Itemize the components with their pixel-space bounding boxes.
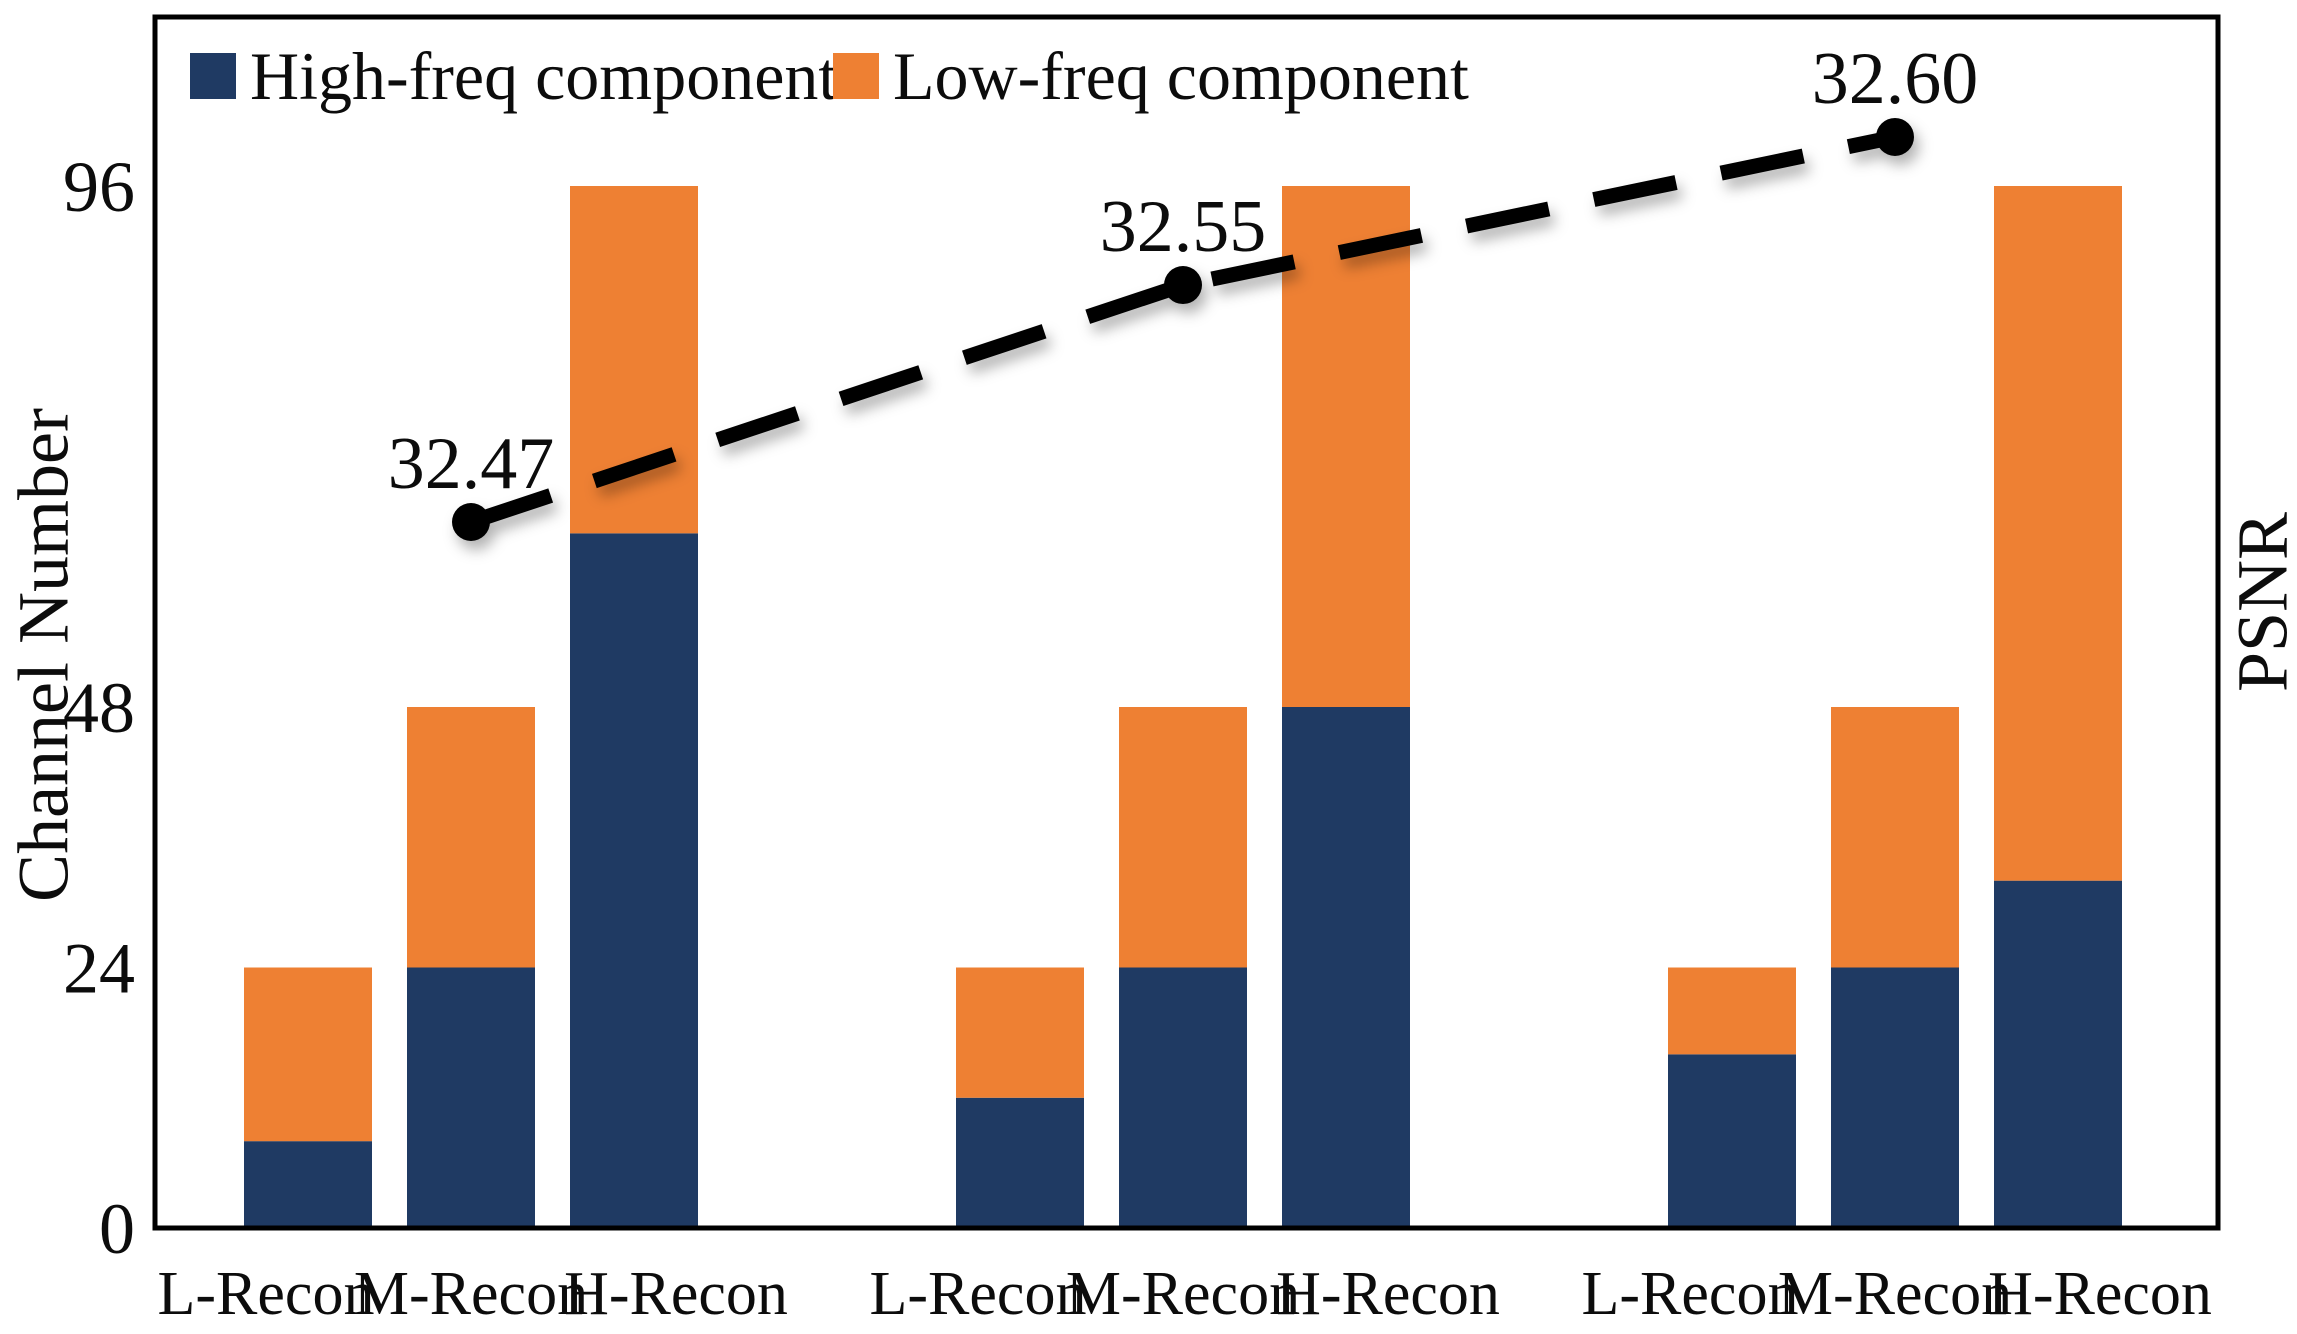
bar-segment-high-freq (1994, 880, 2122, 1228)
labels-layer: 32.4732.5532.600244896L-ReconM-ReconH-Re… (63, 38, 2212, 1328)
x-tick-label: L-Recon (1582, 1260, 1799, 1328)
legend-item-high-freq: High-freq component (190, 38, 838, 114)
bar-segment-high-freq (407, 967, 535, 1228)
psnr-point-marker (452, 503, 490, 541)
y-tick-label: 96 (63, 147, 135, 227)
psnr-value-label: 32.47 (388, 423, 555, 505)
bar-segment-low-freq (1831, 707, 1959, 968)
legend-label-low-freq: Low-freq component (893, 38, 1469, 114)
bar-segment-low-freq (1668, 967, 1796, 1055)
plot-frame (152, 14, 2221, 1231)
bar-segment-high-freq (956, 1097, 1084, 1228)
bar-segment-low-freq (1282, 186, 1410, 707)
bar-segment-high-freq (1668, 1054, 1796, 1228)
psnr-line-layer (452, 117, 1914, 541)
bar-segment-low-freq (244, 967, 372, 1142)
y-axis-title: Channel Number (3, 408, 84, 902)
bar-segment-low-freq (1119, 707, 1247, 968)
x-tick-label: M-Recon (1778, 1260, 2012, 1328)
y2-axis-title: PSNR (2222, 511, 2297, 693)
low-freq-swatch-icon (833, 53, 879, 99)
bar-segment-high-freq (1282, 707, 1410, 1228)
bar-segment-high-freq (570, 533, 698, 1228)
bar-segment-low-freq (407, 707, 535, 968)
bar-segment-high-freq (244, 1141, 372, 1228)
psnr-dashed-line (468, 129, 1897, 530)
psnr-value-label: 32.55 (1100, 186, 1267, 268)
x-tick-label: H-Recon (1988, 1260, 2212, 1328)
legend-label-high-freq: High-freq component (250, 38, 838, 114)
x-tick-label: M-Recon (1066, 1260, 1300, 1328)
bar-segment-low-freq (956, 967, 1084, 1098)
legend-item-low-freq: Low-freq component (833, 38, 1469, 114)
x-tick-label: M-Recon (354, 1260, 588, 1328)
x-tick-label: L-Recon (870, 1260, 1087, 1328)
high-freq-swatch-icon (190, 53, 236, 99)
psnr-point-marker (1876, 117, 1914, 156)
y-tick-label: 48 (63, 668, 135, 748)
bar-segment-high-freq (1119, 967, 1247, 1228)
bar-segment-low-freq (1994, 186, 2122, 881)
x-tick-label: H-Recon (564, 1260, 788, 1328)
psnr-point-marker (1164, 266, 1202, 305)
bar-segment-high-freq (1831, 967, 1959, 1228)
y-tick-label: 0 (99, 1189, 135, 1269)
x-tick-label: H-Recon (1276, 1260, 1500, 1328)
psnr-value-label: 32.60 (1812, 38, 1979, 120)
bar-segment-low-freq (570, 186, 698, 534)
bars-layer (244, 186, 2122, 1228)
y-tick-label: 24 (63, 929, 135, 1009)
x-tick-label: L-Recon (158, 1260, 375, 1328)
